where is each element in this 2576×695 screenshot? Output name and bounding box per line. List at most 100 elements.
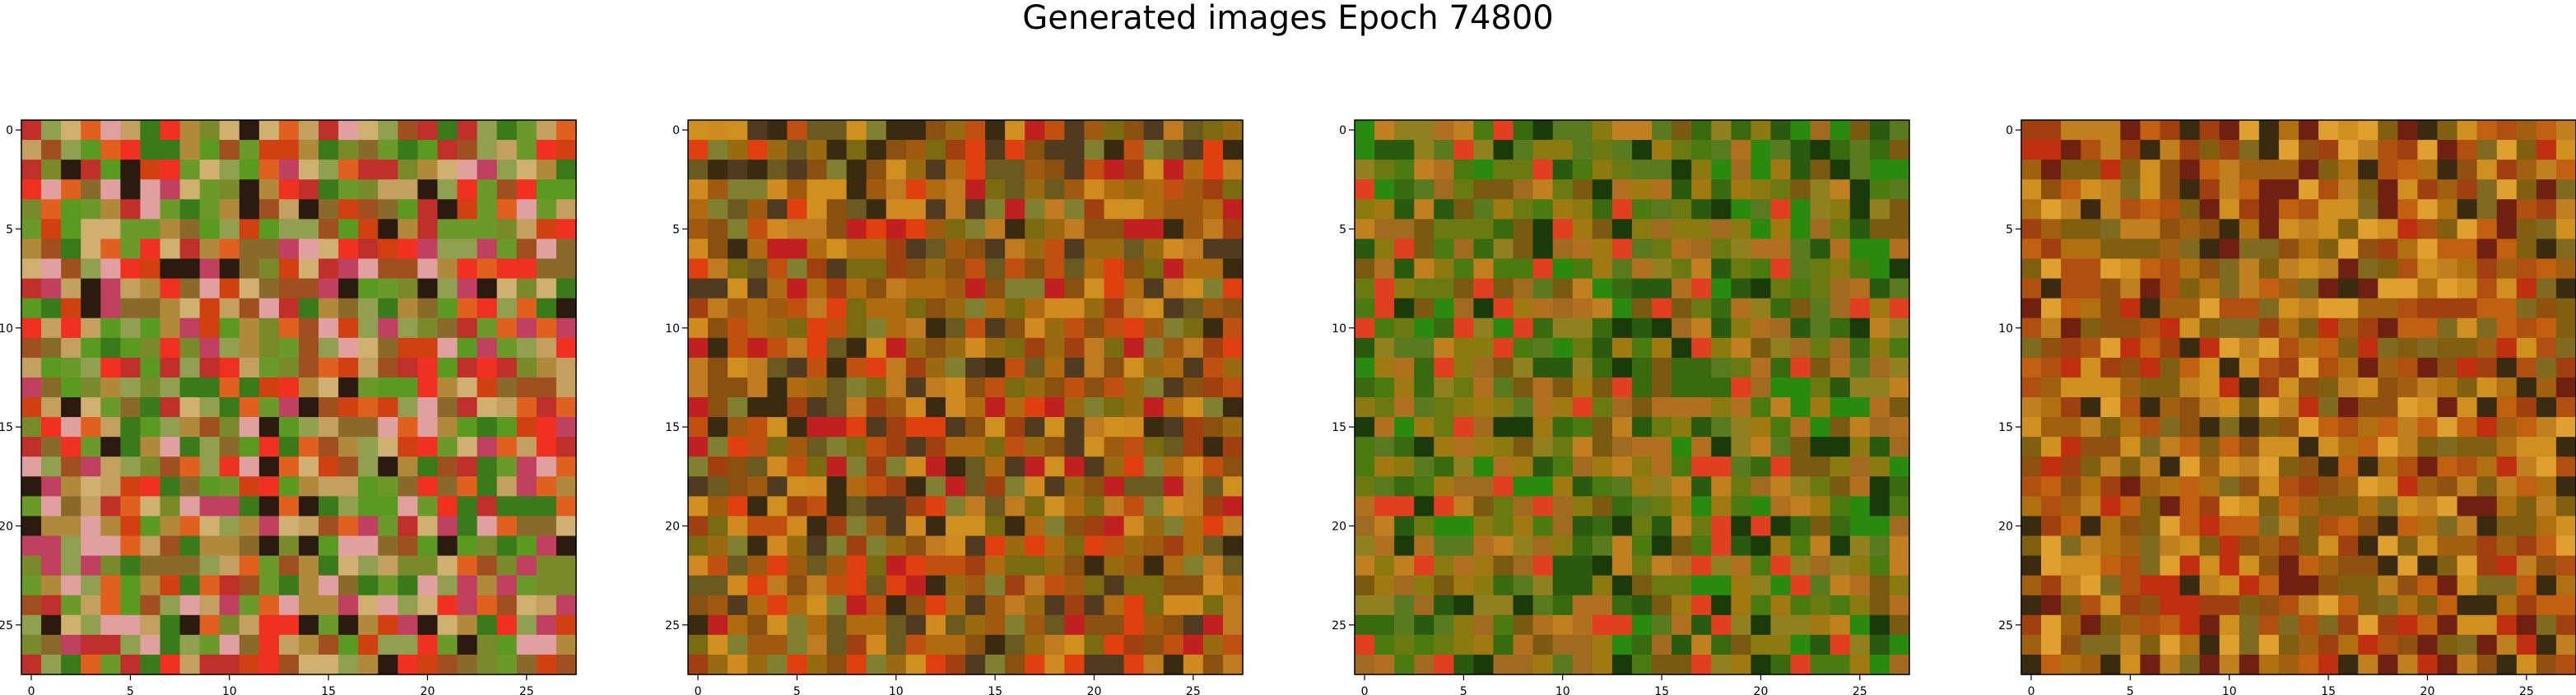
heatmap-cell — [2536, 535, 2557, 557]
heatmap-cell — [2318, 219, 2339, 240]
heatmap-cell — [2378, 179, 2398, 200]
heatmap-cell — [1143, 337, 1165, 359]
heatmap-cell — [437, 160, 458, 180]
heatmap-cell — [278, 179, 300, 200]
heatmap-cell — [1810, 239, 1831, 260]
heatmap-cell — [1731, 199, 1752, 220]
heatmap-cell — [100, 535, 121, 557]
heatmap-cell — [496, 317, 518, 339]
heatmap-cell — [1064, 140, 1086, 160]
heatmap-cell — [1632, 575, 1653, 596]
heatmap-cell — [100, 278, 121, 299]
heatmap-cell — [2318, 397, 2339, 418]
heatmap-cell — [1104, 614, 1125, 636]
heatmap-cell — [179, 239, 201, 260]
heatmap-cell — [985, 654, 1006, 675]
heatmap-cell — [2239, 595, 2260, 616]
heatmap-cell — [358, 317, 379, 339]
heatmap-cell — [2299, 120, 2319, 141]
heatmap-cell — [120, 634, 142, 656]
heatmap-cell — [437, 357, 458, 378]
heatmap-cell — [1849, 219, 1871, 240]
heatmap-cell — [496, 120, 518, 141]
heatmap-cell — [1123, 357, 1145, 378]
heatmap-cell — [1711, 417, 1732, 438]
heatmap-cell — [2457, 239, 2478, 260]
heatmap-cell — [21, 496, 42, 517]
heatmap-cell — [2041, 614, 2062, 636]
heatmap-cell — [1790, 437, 1811, 457]
heatmap-cell — [239, 634, 260, 656]
heatmap-cell — [866, 555, 887, 577]
heatmap-cell — [1770, 595, 1792, 616]
heatmap-cell — [2496, 140, 2518, 160]
heatmap-cell — [1770, 140, 1792, 160]
heatmap-cell — [1025, 417, 1045, 438]
heatmap-cell — [1394, 397, 1415, 418]
heatmap-cell — [1044, 337, 1065, 359]
heatmap-cell — [417, 456, 439, 477]
heatmap-cell — [2437, 140, 2458, 160]
heatmap-cell — [1790, 634, 1811, 656]
heatmap-cell — [1672, 160, 1692, 180]
heatmap-cell — [437, 199, 458, 220]
heatmap-cell — [2417, 476, 2439, 497]
heatmap-cell — [2496, 437, 2518, 457]
heatmap-cell — [1163, 140, 1184, 160]
heatmap-cell — [1044, 555, 1065, 577]
heatmap-cell — [747, 120, 768, 141]
heatmap-cell — [477, 456, 498, 477]
heatmap-cell — [1104, 476, 1125, 497]
heatmap-cell — [708, 535, 728, 557]
heatmap-cell — [1751, 239, 1772, 260]
heatmap-cell — [417, 120, 439, 141]
heatmap-cell — [1414, 357, 1434, 378]
heatmap-cell — [199, 535, 221, 557]
heatmap-cell — [1493, 120, 1514, 141]
heatmap-cell — [199, 377, 221, 398]
heatmap-cell — [2239, 397, 2260, 418]
heatmap-cell — [278, 595, 300, 616]
heatmap-cell — [1513, 476, 1534, 497]
heatmap-cell — [688, 357, 709, 378]
heatmap-cell — [1552, 317, 1574, 339]
heatmap-cell — [516, 377, 537, 398]
heatmap-cell — [2378, 496, 2398, 517]
heatmap-cell — [2258, 575, 2280, 596]
heatmap-cell — [417, 337, 439, 359]
heatmap-cell — [378, 456, 398, 477]
heatmap-cell — [2179, 496, 2201, 517]
heatmap-cell — [2417, 535, 2439, 557]
heatmap-cell — [1770, 317, 1792, 339]
heatmap-cell — [2179, 278, 2201, 299]
heatmap-cell — [1731, 654, 1752, 675]
heatmap-cell — [2437, 397, 2458, 418]
heatmap-cell — [2299, 476, 2319, 497]
heatmap-cell — [2081, 417, 2101, 438]
heatmap-cell — [516, 595, 537, 616]
heatmap-cell — [846, 595, 867, 616]
heatmap-cell — [826, 179, 848, 200]
heatmap-cell — [1202, 298, 1224, 319]
heatmap-cell — [2476, 456, 2498, 477]
heatmap-cell — [985, 476, 1006, 497]
heatmap-cell — [728, 516, 748, 537]
heatmap-cell — [2081, 337, 2101, 359]
heatmap-cell — [1731, 317, 1752, 339]
heatmap-cell — [1005, 456, 1025, 477]
heatmap-cell — [708, 317, 728, 339]
heatmap-cell — [1849, 476, 1871, 497]
heatmap-cell — [1084, 614, 1105, 636]
heatmap-cell — [398, 476, 419, 497]
heatmap-cell — [787, 160, 808, 180]
heatmap-cell — [787, 476, 808, 497]
heatmap-cell — [1355, 614, 1375, 636]
heatmap-cell — [2160, 258, 2181, 280]
heatmap-cell — [1374, 357, 1395, 378]
heatmap-cell — [219, 258, 240, 280]
heatmap-cell — [2417, 456, 2439, 477]
heatmap-cell — [1414, 516, 1434, 537]
heatmap-cell — [2021, 456, 2042, 477]
heatmap-cell — [1025, 496, 1045, 517]
heatmap-cell — [179, 298, 201, 319]
